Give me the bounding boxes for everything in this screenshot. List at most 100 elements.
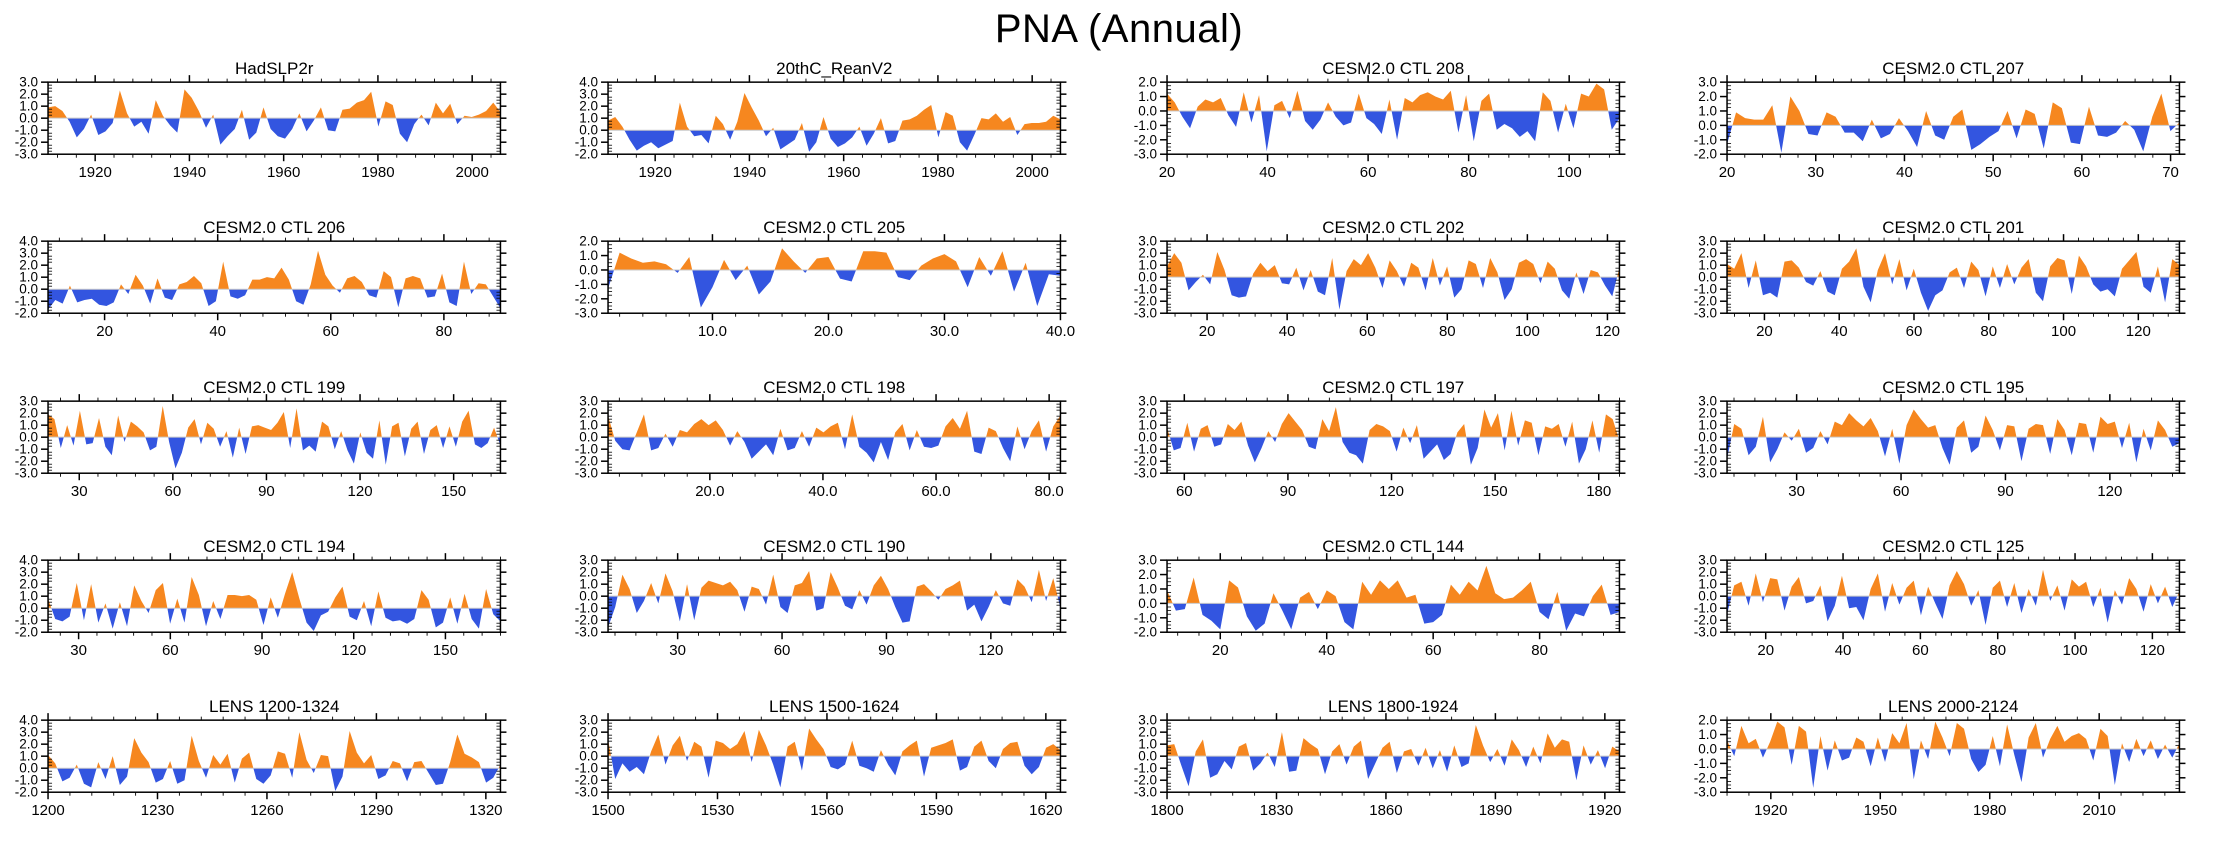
- tick-label: 120: [348, 483, 373, 500]
- chart-cesm2-0-ctl-207: CESM2.0 CTL 207 -2.0-1.00.01.02.03.0 20 30 4…: [1693, 59, 2185, 181]
- panel-cesm2-0-ctl-197: CESM2.0 CTL 197 -3.0 -2.0 -1.0 0.0 1.0 2.0 3.0 6…: [1119, 377, 1679, 536]
- tick-label: 90: [1997, 483, 2014, 500]
- tick-label: 60: [1425, 642, 1442, 659]
- tick-label: 2.0: [19, 87, 38, 102]
- panel-cesm2-0-ctl-125: CESM2.0 CTL 125 -3.0 -2.0 -1.0 0.0 1.0 2.0 3.0 2…: [1679, 536, 2238, 695]
- tick-label: -2.0: [15, 306, 38, 321]
- tick-label: 60: [165, 483, 182, 500]
- tick-label: 1.0: [579, 736, 598, 751]
- panel-title: LENS 1500-1624: [769, 697, 899, 716]
- tick-label: -1.0: [15, 123, 38, 138]
- tick-label: 1980: [921, 164, 954, 181]
- tick-label: 2.0: [19, 258, 38, 273]
- panel-cesm2-0-ctl-202: CESM2.0 CTL 202 -3.0 -2.0 -1.0 0.0 1.0 2.0 3.0 2…: [1119, 217, 1679, 376]
- tick-label: -2.0: [574, 147, 597, 162]
- panel-cesm2-0-ctl-207: CESM2.0 CTL 207 -2.0 -1.0 0.0 1.0 2.0 3.0 20 30 4…: [1679, 58, 2238, 217]
- tick-label: 80: [1460, 164, 1477, 181]
- tick-label: -1.0: [574, 441, 597, 456]
- plot-frame: [47, 240, 502, 315]
- panel-cesm2-0-ctl-190: CESM2.0 CTL 190 -3.0 -2.0 -1.0 0.0 1.0 2.0 3.0 3…: [560, 536, 1120, 695]
- panel-title: CESM2.0 CTL 125: [1882, 537, 2024, 556]
- tick-label: 150: [1483, 483, 1508, 500]
- negative-area: [1726, 436, 2179, 465]
- positive-area: [48, 572, 492, 609]
- tick-label: 1890: [1479, 802, 1512, 819]
- tick-label: 60: [162, 642, 179, 659]
- tick-label: 3.0: [579, 712, 598, 727]
- tick-label: 1960: [826, 164, 859, 181]
- positive-area: [607, 92, 1060, 131]
- tick-label: 120: [2139, 642, 2164, 659]
- negative-area: [607, 596, 1060, 628]
- tick-label: -3.0: [574, 625, 597, 640]
- tick-label: 2.0: [19, 736, 38, 751]
- panel-lens-1500-1624: LENS 1500-1624 -3.0 -2.0 -1.0 0.0 1.0 2.0 3.0 15…: [560, 696, 1120, 855]
- tick-label: 40: [209, 324, 226, 341]
- panel-title: CESM2.0 CTL 195: [1882, 378, 2024, 397]
- tick-label: 60: [773, 642, 790, 659]
- tick-label: -2.0: [574, 454, 597, 469]
- tick-label: -1.0: [1693, 441, 1716, 456]
- positive-area: [1730, 409, 2168, 437]
- tick-label: 3.0: [579, 87, 598, 102]
- chart-lens-2000-2124: LENS 2000-2124 -3.0-2.0-1.00.01.02.0 1920 1…: [1693, 697, 2185, 819]
- tick-label: 100: [2051, 324, 2076, 341]
- tick-label: 80: [436, 324, 453, 341]
- tick-label: 1.0: [19, 589, 38, 604]
- tick-label: 20.0: [695, 483, 724, 500]
- tick-label: 0.0: [579, 589, 598, 604]
- tick-label: 120: [1595, 324, 1620, 341]
- tick-label: 1.0: [1138, 417, 1157, 432]
- tick-label: 50: [1984, 164, 2001, 181]
- chart-cesm2-0-ctl-197: CESM2.0 CTL 197 -3.0-2.0-1.00.01.02.03.0 6…: [1134, 378, 1626, 500]
- tick-label: 3.0: [19, 393, 38, 408]
- tick-label: 3.0: [19, 246, 38, 261]
- chart-cesm2-0-ctl-208: CESM2.0 CTL 208 -3.0-2.0-1.00.01.02.0 20 40…: [1134, 59, 1626, 181]
- tick-label: -2.0: [1134, 294, 1157, 309]
- tick-label: 1920: [1754, 802, 1787, 819]
- tick-label: 60: [322, 324, 339, 341]
- panel-title: 20thC_ReanV2: [776, 59, 892, 78]
- tick-label: 1.0: [19, 417, 38, 432]
- tick-label: 0.0: [579, 123, 598, 138]
- tick-label: 20: [1212, 642, 1229, 659]
- chart-cesm2-0-ctl-201: CESM2.0 CTL 201 -3.0-2.0-1.00.01.02.03.0 2…: [1693, 219, 2185, 341]
- tick-label: 70: [2162, 164, 2179, 181]
- tick-label: 90: [878, 642, 895, 659]
- tick-label: 1800: [1150, 802, 1183, 819]
- tick-label: 2.0: [579, 234, 598, 249]
- chart-20thc-reanv2: 20thC_ReanV2 -2.0-1.00.01.02.03.04.0 1920 1…: [574, 59, 1066, 181]
- tick-label: -1.0: [15, 441, 38, 456]
- chart-cesm2-0-ctl-144: CESM2.0 CTL 144 -2.0-1.00.01.02.03.0 20 40 6…: [1134, 537, 1626, 659]
- tick-label: -3.0: [15, 147, 38, 162]
- tick-label: 40: [1259, 164, 1276, 181]
- tick-label: 40: [1318, 642, 1335, 659]
- tick-label: 1.0: [1138, 89, 1157, 104]
- negative-area: [1167, 110, 1620, 152]
- tick-label: -3.0: [1693, 784, 1716, 799]
- tick-label: 1290: [360, 802, 393, 819]
- negative-area: [1726, 125, 2179, 153]
- tick-label: 0.0: [19, 111, 38, 126]
- tick-label: 1.0: [19, 99, 38, 114]
- tick-label: 4.0: [579, 75, 598, 90]
- tick-label: 1980: [361, 164, 394, 181]
- tick-label: 10.0: [697, 324, 726, 341]
- panel-cesm2-0-ctl-208: CESM2.0 CTL 208 -3.0 -2.0 -1.0 0.0 1.0 2.0 20 40…: [1119, 58, 1679, 217]
- tick-label: 60: [1905, 324, 1922, 341]
- tick-label: 1.0: [1138, 258, 1157, 273]
- tick-label: 3.0: [19, 724, 38, 739]
- negative-area: [607, 436, 1060, 463]
- tick-label: 60: [2073, 164, 2090, 181]
- tick-label: -2.0: [1134, 454, 1157, 469]
- tick-label: 1920: [638, 164, 671, 181]
- tick-label: 0.0: [1698, 429, 1717, 444]
- tick-label: 90: [1280, 483, 1297, 500]
- tick-label: 2.0: [1138, 405, 1157, 420]
- tick-label: 20: [1199, 324, 1216, 341]
- positive-area: [48, 89, 501, 119]
- figure-title: PNA (Annual): [994, 6, 1244, 51]
- tick-label: 60: [1176, 483, 1193, 500]
- tick-label: 3.0: [1698, 553, 1717, 568]
- tick-label: 2.0: [19, 405, 38, 420]
